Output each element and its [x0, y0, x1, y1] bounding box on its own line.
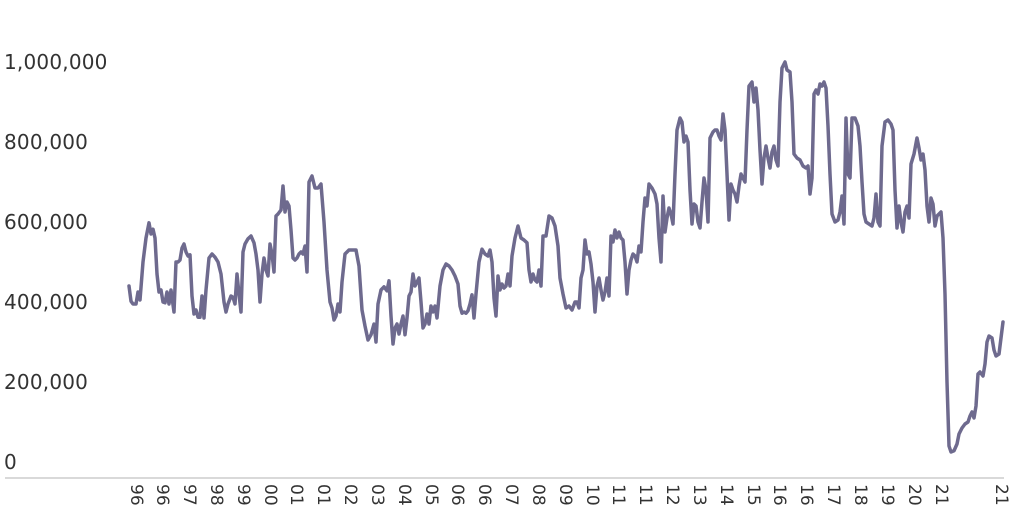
x-tick-label: 11	[635, 484, 655, 506]
x-tick-label: 21	[991, 484, 1011, 506]
y-tick-label: 600,000	[4, 210, 89, 234]
x-tick-label: 08	[528, 484, 548, 506]
x-tick-label: 16	[769, 484, 789, 506]
x-tick-label: 20	[904, 484, 924, 506]
x-tick-label: 16	[796, 484, 816, 506]
x-tick-label: 11	[608, 484, 628, 506]
x-tick-label: 99	[233, 484, 253, 506]
y-tick-label: 0	[4, 450, 17, 474]
y-tick-label: 400,000	[4, 290, 89, 314]
x-tick-label: 19	[877, 484, 897, 506]
y-tick-label: 800,000	[4, 130, 89, 154]
x-tick-label: 01	[313, 484, 333, 506]
x-tick-label: 13	[689, 484, 709, 506]
x-tick-label: 21	[931, 484, 951, 506]
x-tick-label: 01	[286, 484, 306, 506]
series-line	[127, 60, 1005, 454]
x-tick-label: 10	[582, 484, 602, 506]
x-tick-label: 09	[555, 484, 575, 506]
x-tick-label: 05	[421, 484, 441, 506]
x-tick-label: 98	[206, 484, 226, 506]
x-tick-label: 03	[367, 484, 387, 506]
y-tick-label: 200,000	[4, 370, 89, 394]
x-tick-label: 96	[126, 484, 146, 506]
x-tick-label: 14	[716, 484, 736, 506]
x-axis-line	[5, 477, 1004, 479]
x-tick-label: 06	[474, 484, 494, 506]
x-tick-label: 15	[743, 484, 763, 506]
x-tick-label: 06	[447, 484, 467, 506]
x-tick-label: 18	[850, 484, 870, 506]
x-tick-label: 07	[501, 484, 521, 506]
x-tick-label: 04	[394, 484, 414, 506]
x-tick-label: 02	[340, 484, 360, 506]
x-tick-label: 12	[662, 484, 682, 506]
x-tick-label: 97	[179, 484, 199, 506]
y-tick-label: 1,000,000	[4, 50, 108, 74]
x-tick-label: 17	[823, 484, 843, 506]
x-tick-label: 96	[152, 484, 172, 506]
x-tick-label: 00	[260, 484, 280, 506]
